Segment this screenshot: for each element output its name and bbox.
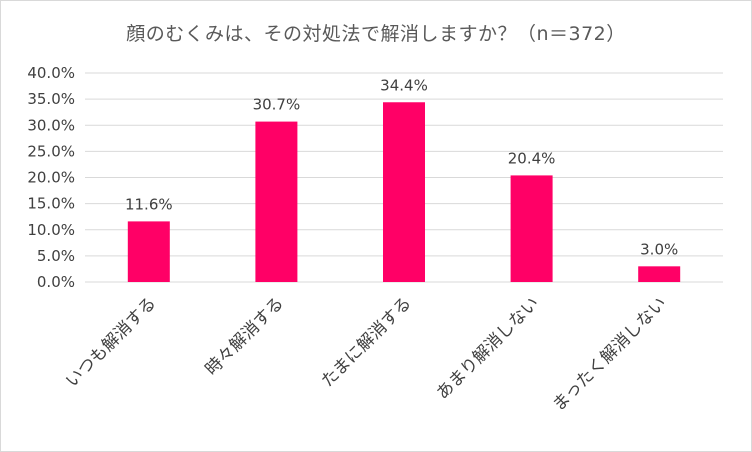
x-category-label: 時々解消する [202, 293, 288, 379]
bar [383, 102, 425, 282]
y-tick-label: 10.0% [27, 221, 75, 239]
data-label: 11.6% [125, 195, 173, 213]
bar [255, 121, 298, 282]
data-label: 3.0% [640, 240, 678, 258]
y-tick-label: 35.0% [27, 90, 75, 108]
y-tick-label: 20.0% [27, 169, 75, 187]
bar [127, 221, 170, 282]
bar [638, 266, 681, 282]
y-tick-label: 40.0% [27, 64, 75, 82]
x-category-label: まったく解消しない [549, 293, 671, 415]
x-category-label: あまり解消しない [433, 293, 543, 403]
data-label: 34.4% [380, 76, 428, 94]
y-tick-label: 25.0% [27, 142, 75, 160]
y-tick-label: 30.0% [27, 116, 75, 134]
y-tick-label: 15.0% [27, 195, 75, 213]
data-label: 20.4% [508, 149, 556, 167]
y-tick-label: 0.0% [37, 273, 75, 291]
y-tick-label: 5.0% [37, 247, 75, 265]
bar [510, 175, 553, 282]
x-category-label: いつも解消する [62, 293, 160, 391]
chart-title: 顔のむくみは、その対処法で解消しますか？（n＝372） [126, 23, 626, 45]
x-category-label: たまに解消する [318, 293, 416, 391]
data-label: 30.7% [253, 96, 301, 114]
